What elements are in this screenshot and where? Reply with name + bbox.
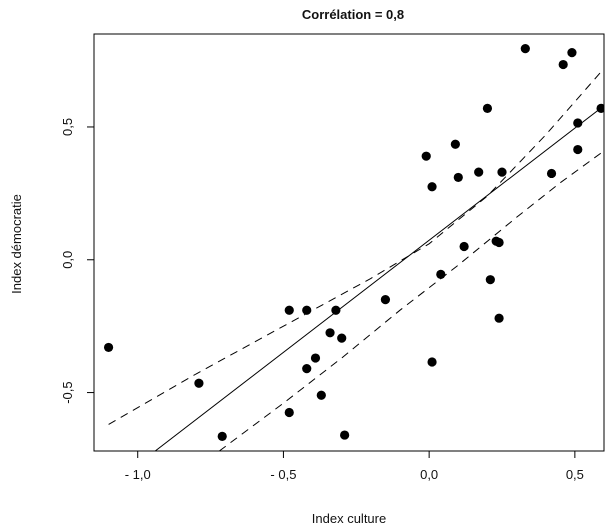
data-point xyxy=(340,430,350,440)
data-point xyxy=(325,328,335,338)
data-point xyxy=(494,313,504,323)
data-point xyxy=(453,172,463,183)
data-point xyxy=(302,364,312,374)
x-tick-label: 0,0 xyxy=(420,467,438,482)
data-point xyxy=(331,305,341,315)
data-point xyxy=(494,237,504,248)
data-point xyxy=(194,378,204,388)
data-point xyxy=(558,59,568,70)
data-point xyxy=(450,139,460,149)
data-point xyxy=(497,167,507,177)
data-point xyxy=(520,44,530,54)
data-point xyxy=(485,275,495,285)
data-point xyxy=(284,407,294,418)
data-point xyxy=(217,431,227,441)
plot-area-frame xyxy=(93,33,605,452)
data-point xyxy=(573,144,583,155)
data-point xyxy=(436,269,446,279)
data-point xyxy=(427,357,437,367)
data-point xyxy=(474,167,484,177)
y-tick-label: -0,5 xyxy=(60,381,75,403)
x-tick-label: - 1,0 xyxy=(125,467,151,482)
data-point xyxy=(103,342,114,353)
data-point xyxy=(337,333,347,343)
data-points xyxy=(103,44,604,441)
confidence-band-lower xyxy=(219,150,604,451)
data-point xyxy=(567,47,577,58)
chart-title: Corrélation = 0,8 xyxy=(302,7,404,22)
y-axis-label: Index démocratie xyxy=(9,194,24,294)
data-point xyxy=(596,103,604,113)
data-point xyxy=(427,182,437,192)
x-tick-label: - 0,5 xyxy=(270,467,296,482)
data-point xyxy=(284,305,294,315)
data-point xyxy=(421,151,431,161)
data-point xyxy=(316,390,326,400)
x-axis: - 1,0 - 0,5 0,0 0,5 xyxy=(125,451,584,482)
y-axis: -0,5 0,0 0,5 xyxy=(60,118,94,404)
y-tick-label: 0,5 xyxy=(60,118,75,136)
x-axis-label: Index culture xyxy=(312,511,386,526)
regression-line xyxy=(154,105,604,451)
data-point xyxy=(459,241,469,252)
y-tick-label: 0,0 xyxy=(60,251,75,269)
data-point xyxy=(482,103,493,113)
data-point xyxy=(546,168,557,179)
data-point xyxy=(380,295,391,305)
x-tick-label: 0,5 xyxy=(566,467,584,482)
data-point xyxy=(310,353,321,363)
confidence-band-upper xyxy=(108,68,604,425)
data-point xyxy=(573,118,583,128)
data-point xyxy=(302,305,312,315)
